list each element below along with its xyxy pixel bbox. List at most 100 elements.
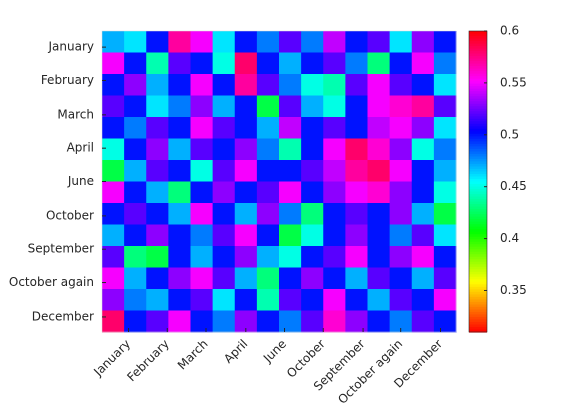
heatmap-cell (301, 289, 324, 311)
colorbar-segment (469, 186, 487, 190)
colorbar-segment (469, 116, 487, 120)
heatmap-cell (168, 181, 191, 204)
heatmap-cell (411, 181, 435, 204)
heatmap-cell (234, 203, 258, 225)
heatmap-cell (124, 289, 147, 311)
heatmap-cell (234, 74, 258, 96)
heatmap-cell (301, 117, 324, 139)
heatmap-cell (279, 203, 302, 225)
colorbar-segment (469, 158, 487, 163)
heatmap-cell (256, 138, 280, 161)
heatmap-cell (168, 310, 191, 333)
heatmap-cell (234, 310, 258, 333)
heatmap-cell (124, 31, 147, 53)
heatmap-cell (190, 246, 214, 268)
colorbar-segment (469, 38, 487, 42)
colorbar-segment (469, 239, 487, 243)
colorbar-segment (469, 61, 487, 65)
heatmap-cell (301, 74, 324, 96)
colorbar-segment (469, 211, 487, 215)
colorbar-segment (469, 261, 487, 265)
colorbar-segment (469, 96, 487, 100)
colorbar-segment (469, 314, 487, 318)
heatmap-cell (124, 117, 147, 139)
colorbar-segment (469, 31, 487, 35)
heatmap-cell (389, 138, 413, 161)
heatmap-cell (146, 138, 169, 161)
heatmap-cell (433, 289, 457, 311)
y-tick-label: March (57, 107, 94, 121)
colorbar-segment (469, 53, 487, 57)
colorbar-segment (469, 178, 487, 183)
colorbar-tick-label: 0.5 (500, 127, 519, 141)
colorbar-segment (469, 101, 487, 105)
heatmap-cell (345, 74, 368, 96)
colorbar-segment (469, 249, 487, 253)
heatmap-cell (301, 138, 324, 161)
heatmap-cell (279, 246, 302, 268)
heatmap-cell (279, 74, 302, 96)
colorbar-segment (469, 196, 487, 200)
heatmap-cell (124, 203, 147, 225)
heatmap-cell (367, 74, 391, 96)
heatmap-cell (212, 52, 236, 75)
heatmap-cell (190, 289, 214, 311)
heatmap-cell (345, 224, 368, 247)
colorbar-segment (469, 126, 487, 130)
colorbar-segment (469, 276, 487, 280)
heatmap-cell (389, 246, 413, 268)
heatmap-cell (102, 160, 125, 182)
colorbar-segment (469, 133, 487, 137)
colorbar-segment (469, 166, 487, 170)
heatmap-cell (102, 267, 125, 290)
heatmap-cell (279, 138, 302, 161)
colorbar-segment (469, 181, 487, 185)
colorbar-segment (469, 128, 487, 132)
heatmap-cell (411, 160, 435, 182)
colorbar-segment (469, 156, 487, 160)
colorbar-segment (469, 206, 487, 210)
heatmap-cell (367, 95, 391, 118)
heatmap-cell (124, 224, 147, 247)
colorbar-segment (469, 246, 487, 250)
heatmap-cell (190, 74, 214, 96)
heatmap-cell (190, 95, 214, 118)
colorbar-segment (469, 189, 487, 193)
colorbar-segment (469, 93, 487, 97)
heatmap-cell (411, 310, 435, 333)
heatmap-cell (124, 138, 147, 161)
colorbar-segment (469, 103, 487, 107)
colorbar-segment (469, 66, 487, 70)
heatmap-cell (146, 52, 169, 75)
heatmap-cell (345, 181, 368, 204)
colorbar-segment (469, 91, 487, 95)
heatmap-cell (256, 181, 280, 204)
colorbar-segment (469, 121, 487, 125)
heatmap-cell (389, 203, 413, 225)
heatmap-cell (190, 203, 214, 225)
heatmap-cell (146, 95, 169, 118)
colorbar-segment (469, 88, 487, 92)
heatmap-cell (279, 31, 302, 53)
heatmap-cell (190, 138, 214, 161)
heatmap-cell (323, 52, 346, 75)
heatmap-cell (433, 138, 457, 161)
heatmap-cell (433, 117, 457, 139)
heatmap-cell (190, 52, 214, 75)
heatmap-cell (190, 224, 214, 247)
colorbar-segment (469, 171, 487, 175)
heatmap-cell (234, 181, 258, 204)
heatmap-cell (168, 224, 191, 247)
colorbar-box (468, 30, 488, 333)
heatmap-cell (168, 31, 191, 53)
heatmap-cell (168, 138, 191, 161)
heatmap-cell (323, 160, 346, 182)
heatmap-cell (212, 31, 236, 53)
colorbar-segment (469, 143, 487, 147)
heatmap-cell (411, 95, 435, 118)
heatmap-cell (190, 181, 214, 204)
colorbar-segment (469, 201, 487, 205)
heatmap-cell (146, 267, 169, 290)
heatmap-cell (367, 160, 391, 182)
